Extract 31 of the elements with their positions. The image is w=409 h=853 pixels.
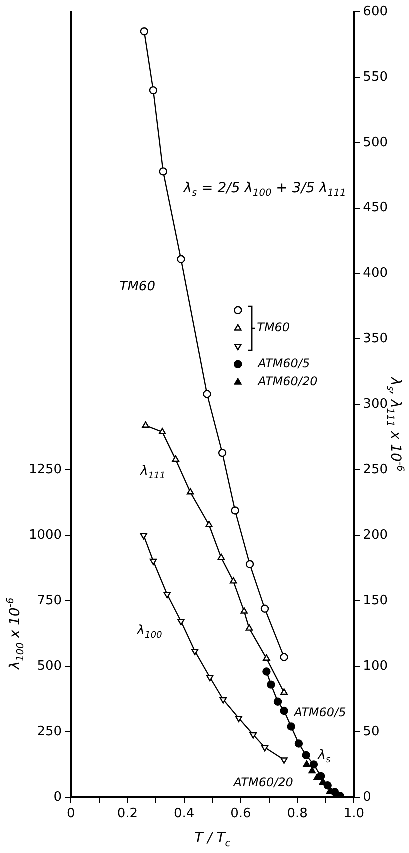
x-tick-label: 0.8 bbox=[287, 806, 308, 822]
y2-tick-label: 450 bbox=[363, 200, 388, 216]
y2-tick-label: 300 bbox=[363, 397, 388, 412]
x-tick-label: 0.6 bbox=[230, 806, 252, 822]
x-tick-label: 1.0 bbox=[344, 806, 365, 822]
y2-tick-label: 50 bbox=[363, 724, 380, 740]
y-tick-label: 500 bbox=[37, 658, 62, 674]
y2-tick-label: 100 bbox=[363, 658, 388, 674]
y-tick-label: 750 bbox=[37, 593, 62, 608]
x-tick-label: 0.4 bbox=[174, 806, 195, 822]
y2-tick-label: 400 bbox=[363, 266, 388, 282]
y-axis-title: λ100 x 10-6 bbox=[6, 598, 26, 671]
annotation: TM60 bbox=[120, 279, 156, 294]
y-tick-label: 0 bbox=[54, 790, 62, 805]
legend-label: TM60 bbox=[257, 320, 290, 335]
y2-tick-label: 200 bbox=[363, 528, 388, 543]
y2-tick-label: 600 bbox=[363, 4, 388, 20]
y-tick-label: 1250 bbox=[28, 462, 62, 478]
annotation: ATM60/5 bbox=[293, 705, 346, 720]
y2-tick-label: 150 bbox=[363, 593, 388, 608]
legend-label: ATM60/5 bbox=[257, 356, 310, 371]
y2-tick-label: 500 bbox=[363, 135, 388, 150]
y-tick-label: 250 bbox=[37, 724, 62, 740]
y2-tick-label: 550 bbox=[363, 70, 388, 85]
annotation: ATM60/20 bbox=[232, 775, 294, 790]
y-tick-label: 1000 bbox=[28, 528, 62, 543]
x-tick-label: 0 bbox=[66, 806, 76, 822]
x-tick-label: 0.2 bbox=[117, 806, 138, 822]
legend-label: ATM60/20 bbox=[257, 374, 318, 389]
y2-tick-label: 350 bbox=[363, 332, 388, 347]
y2-tick-label: 0 bbox=[363, 790, 372, 805]
